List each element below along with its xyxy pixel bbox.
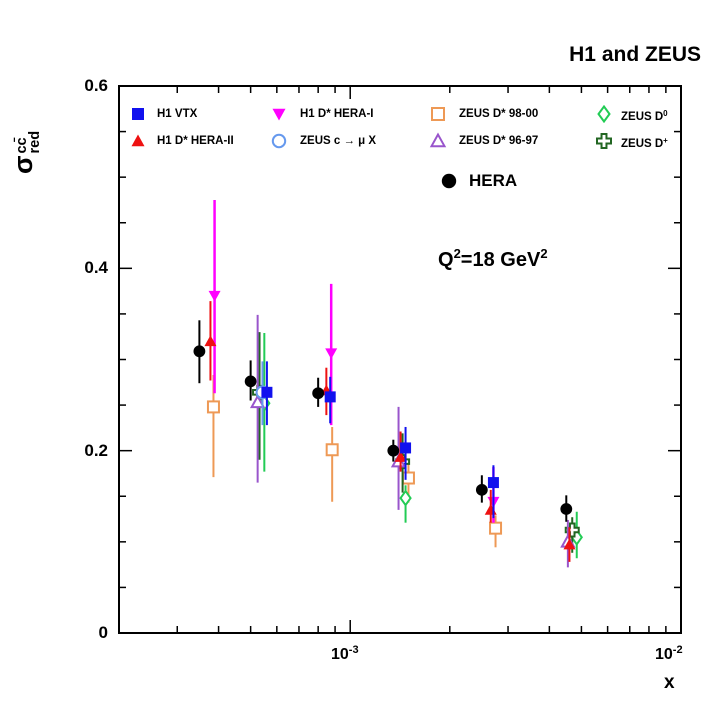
x-tick-label-1e-2: 10-2 [655, 641, 683, 664]
y-tick-label-0p6: 0.6 [84, 76, 108, 95]
h1-dstar-hera1-marker-icon [270, 105, 288, 123]
series-zeus-d0 [258, 333, 583, 559]
q2-q: Q [438, 249, 454, 271]
y-tick-label-0p2: 0.2 [84, 441, 108, 460]
legend-label-zeus-dstar-96-97: ZEUS D* 96-97 [459, 135, 539, 147]
h1-dstar-hera2-marker-icon [129, 132, 147, 150]
legend-label-zeus-c-mu-x: ZEUS c → μ X [300, 135, 377, 147]
legend-label-zeus-dplus: ZEUS D+ [621, 134, 668, 151]
series-h1-vtx [261, 361, 499, 519]
y-tick-label-0p4: 0.4 [84, 258, 108, 277]
legend-label-h1-vtx: H1 VTX [157, 108, 198, 120]
y-axis-title-sub: red [27, 130, 43, 154]
zeus-dplus-marker-icon [595, 132, 613, 150]
series-zeus-dstar-96-97 [249, 314, 576, 568]
legend-label-zeus-d0-base: ZEUS D [621, 111, 664, 123]
legend-label-h1-dstar-hera2: H1 D* HERA-II [157, 135, 234, 147]
hera-marker-icon [440, 172, 458, 190]
q2-annotation: Q2=18 GeV2 [438, 243, 548, 271]
y-axis-title-base: σ [8, 155, 38, 174]
x-tick-1e-3-base: 10 [331, 646, 349, 663]
figure-title: H1 and ZEUS [569, 43, 701, 66]
zeus-c-mu-x-marker-icon [270, 132, 288, 150]
h1-vtx-marker-icon [129, 105, 147, 123]
legend-label-zeus-d0: ZEUS D0 [621, 107, 668, 124]
x-tick-1e-3-exp: -3 [348, 644, 359, 656]
legend-label-zeus-dplus-base: ZEUS D [621, 138, 664, 150]
y-axis-title: σ cc̄ red [8, 130, 43, 174]
legend-label-h1-dstar-hera1: H1 D* HERA-I [300, 108, 374, 120]
series-zeus-dplus [252, 332, 580, 553]
series-hera-combined [193, 320, 573, 522]
zeus-dstar-98-00-marker-icon [429, 105, 447, 123]
x-tick-1e-2-base: 10 [655, 646, 673, 663]
q2-exp2: 2 [540, 246, 548, 261]
y-tick-label-0: 0 [98, 623, 108, 642]
x-tick-1e-2-exp: -2 [672, 644, 683, 656]
x-tick-label-1e-3: 10-3 [331, 641, 359, 664]
y-axis-title-scripts: cc̄ red [14, 130, 43, 154]
series-zeus-dstar-98-00 [206, 374, 503, 548]
q2-value: =18 GeV [460, 249, 541, 271]
legend-label-hera: HERA [469, 171, 518, 190]
zeus-d0-marker-icon [595, 104, 613, 124]
legend-label-zeus-d0-sup: 0 [663, 109, 668, 118]
q2-exp1: 2 [453, 246, 461, 261]
zeus-dstar-96-97-marker-icon [429, 132, 447, 150]
legend-label-zeus-dplus-sup: + [663, 136, 668, 145]
x-axis-title: x [664, 672, 675, 693]
legend-label-zeus-dstar-98-00: ZEUS D* 98-00 [459, 108, 539, 120]
